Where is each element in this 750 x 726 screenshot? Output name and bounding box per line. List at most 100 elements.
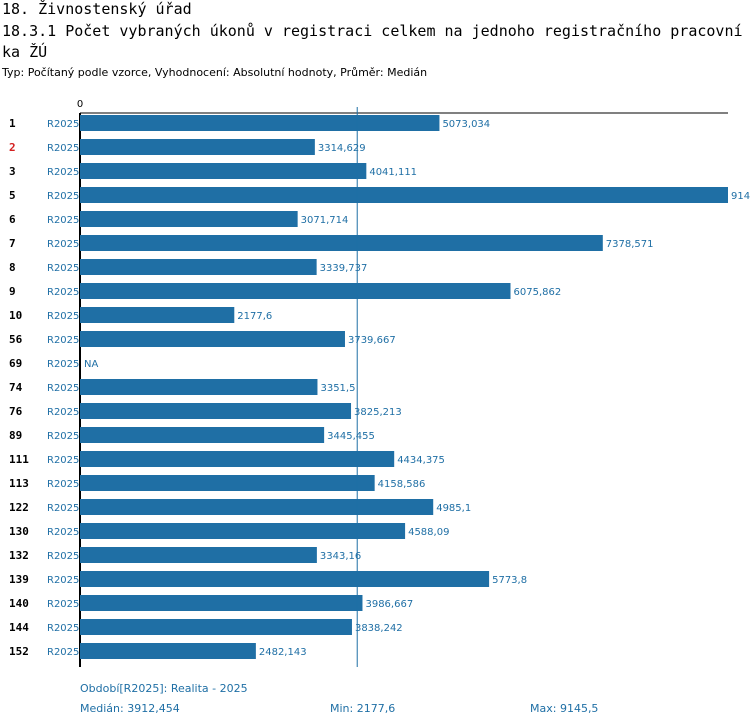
row-id-label: 139 <box>9 573 29 586</box>
bar-value-label: 4985,1 <box>436 503 471 514</box>
row-id-label: 113 <box>9 477 29 490</box>
row-id-label: 140 <box>9 597 29 610</box>
bar <box>80 187 728 203</box>
row-period-label: R2025 <box>47 503 79 514</box>
row-period-label: R2025 <box>47 383 79 394</box>
bar <box>80 523 406 539</box>
bar <box>80 163 367 179</box>
bar <box>80 379 318 395</box>
bar <box>80 403 352 419</box>
row-id-label: 74 <box>9 381 23 394</box>
bar <box>80 475 375 491</box>
row-period-label: R2025 <box>47 575 79 586</box>
row-period-label: R2025 <box>47 287 79 298</box>
bar-value-label: 5773,8 <box>492 575 527 586</box>
bar <box>80 235 603 251</box>
chart-type-info: Typ: Počítaný podle vzorce, Vyhodnocení:… <box>2 66 428 79</box>
row-id-label: 8 <box>9 261 16 274</box>
bar <box>80 547 317 563</box>
bar <box>80 619 352 635</box>
row-id-label: 144 <box>9 621 29 634</box>
row-id-label: 76 <box>9 405 23 418</box>
bar-value-label: 3314,629 <box>318 143 366 154</box>
bar-value-label: NA <box>84 359 98 370</box>
bar-value-label: 3825,213 <box>354 407 402 418</box>
row-id-label: 152 <box>9 645 29 658</box>
row-id-label: 122 <box>9 501 29 514</box>
bar-value-label: 3071,714 <box>301 215 349 226</box>
row-id-label: 7 <box>9 237 16 250</box>
bar-value-label: 3986,667 <box>365 599 413 610</box>
bar <box>80 259 317 275</box>
bar-value-label: 2177,6 <box>237 311 272 322</box>
row-id-label: 10 <box>9 309 22 322</box>
bar-value-label: 3739,667 <box>348 335 396 346</box>
bar-value-label: 3445,455 <box>327 431 375 442</box>
row-period-label: R2025 <box>47 527 79 538</box>
row-id-label: 2 <box>9 141 16 154</box>
bar-value-label: 4158,586 <box>378 479 426 490</box>
min-stat: Min: 2177,6 <box>330 702 396 715</box>
bar <box>80 283 511 299</box>
row-period-label: R2025 <box>47 599 79 610</box>
bar-value-label: 7378,571 <box>606 239 654 250</box>
row-period-label: R2025 <box>47 407 79 418</box>
bar-value-label: 4588,09 <box>408 527 449 538</box>
bar-value-label: 3838,242 <box>355 623 403 634</box>
row-period-label: R2025 <box>47 335 79 346</box>
period-legend: Období[R2025]: Realita - 2025 <box>80 682 248 695</box>
row-period-label: R2025 <box>47 215 79 226</box>
row-period-label: R2025 <box>47 359 79 370</box>
bar <box>80 571 490 587</box>
row-id-label: 1 <box>9 117 16 130</box>
row-id-label: 3 <box>9 165 16 178</box>
bar <box>80 307 235 323</box>
row-id-label: 130 <box>9 525 29 538</box>
row-period-label: R2025 <box>47 455 79 466</box>
row-id-label: 111 <box>9 453 29 466</box>
axis-zero-label: 0 <box>77 99 83 110</box>
bar <box>80 595 363 611</box>
bar-value-label: 5073,034 <box>442 119 490 130</box>
bar <box>80 499 434 515</box>
row-id-label: 56 <box>9 333 23 346</box>
row-id-label: 6 <box>9 213 16 226</box>
row-period-label: R2025 <box>47 167 79 178</box>
bar <box>80 139 315 155</box>
bar <box>80 451 395 467</box>
row-period-label: R2025 <box>47 479 79 490</box>
row-id-label: 132 <box>9 549 29 562</box>
row-period-label: R2025 <box>47 143 79 154</box>
bar-value-label: 3343,16 <box>320 551 361 562</box>
row-id-label: 5 <box>9 189 16 202</box>
bar-value-label: 9145,5 <box>731 191 750 202</box>
row-period-label: R2025 <box>47 239 79 250</box>
row-period-label: R2025 <box>47 551 79 562</box>
row-id-label: 9 <box>9 285 16 298</box>
bar <box>80 427 325 443</box>
row-period-label: R2025 <box>47 623 79 634</box>
row-id-label: 89 <box>9 429 22 442</box>
bar-value-label: 4434,375 <box>397 455 445 466</box>
row-period-label: R2025 <box>47 431 79 442</box>
median-stat: Medián: 3912,454 <box>80 702 180 715</box>
max-stat: Max: 9145,5 <box>530 702 599 715</box>
page-title: 18. Živnostenský úřad <box>2 0 192 18</box>
chart-title: 18.3.1 Počet vybraných úkonů v registrac… <box>2 22 743 61</box>
row-period-label: R2025 <box>47 311 79 322</box>
bar-value-label: 3339,737 <box>320 263 368 274</box>
bar-value-label: 6075,862 <box>514 287 562 298</box>
bar <box>80 115 440 131</box>
bar <box>80 211 298 227</box>
bar-value-label: 4041,111 <box>369 167 417 178</box>
bar <box>80 331 345 347</box>
bar-value-label: 2482,143 <box>259 647 307 658</box>
row-period-label: R2025 <box>47 263 79 274</box>
bar-value-label: 3351,5 <box>320 383 355 394</box>
row-id-label: 69 <box>9 357 22 370</box>
row-period-label: R2025 <box>47 119 79 130</box>
row-period-label: R2025 <box>47 191 79 202</box>
bar <box>80 643 256 659</box>
row-period-label: R2025 <box>47 647 79 658</box>
